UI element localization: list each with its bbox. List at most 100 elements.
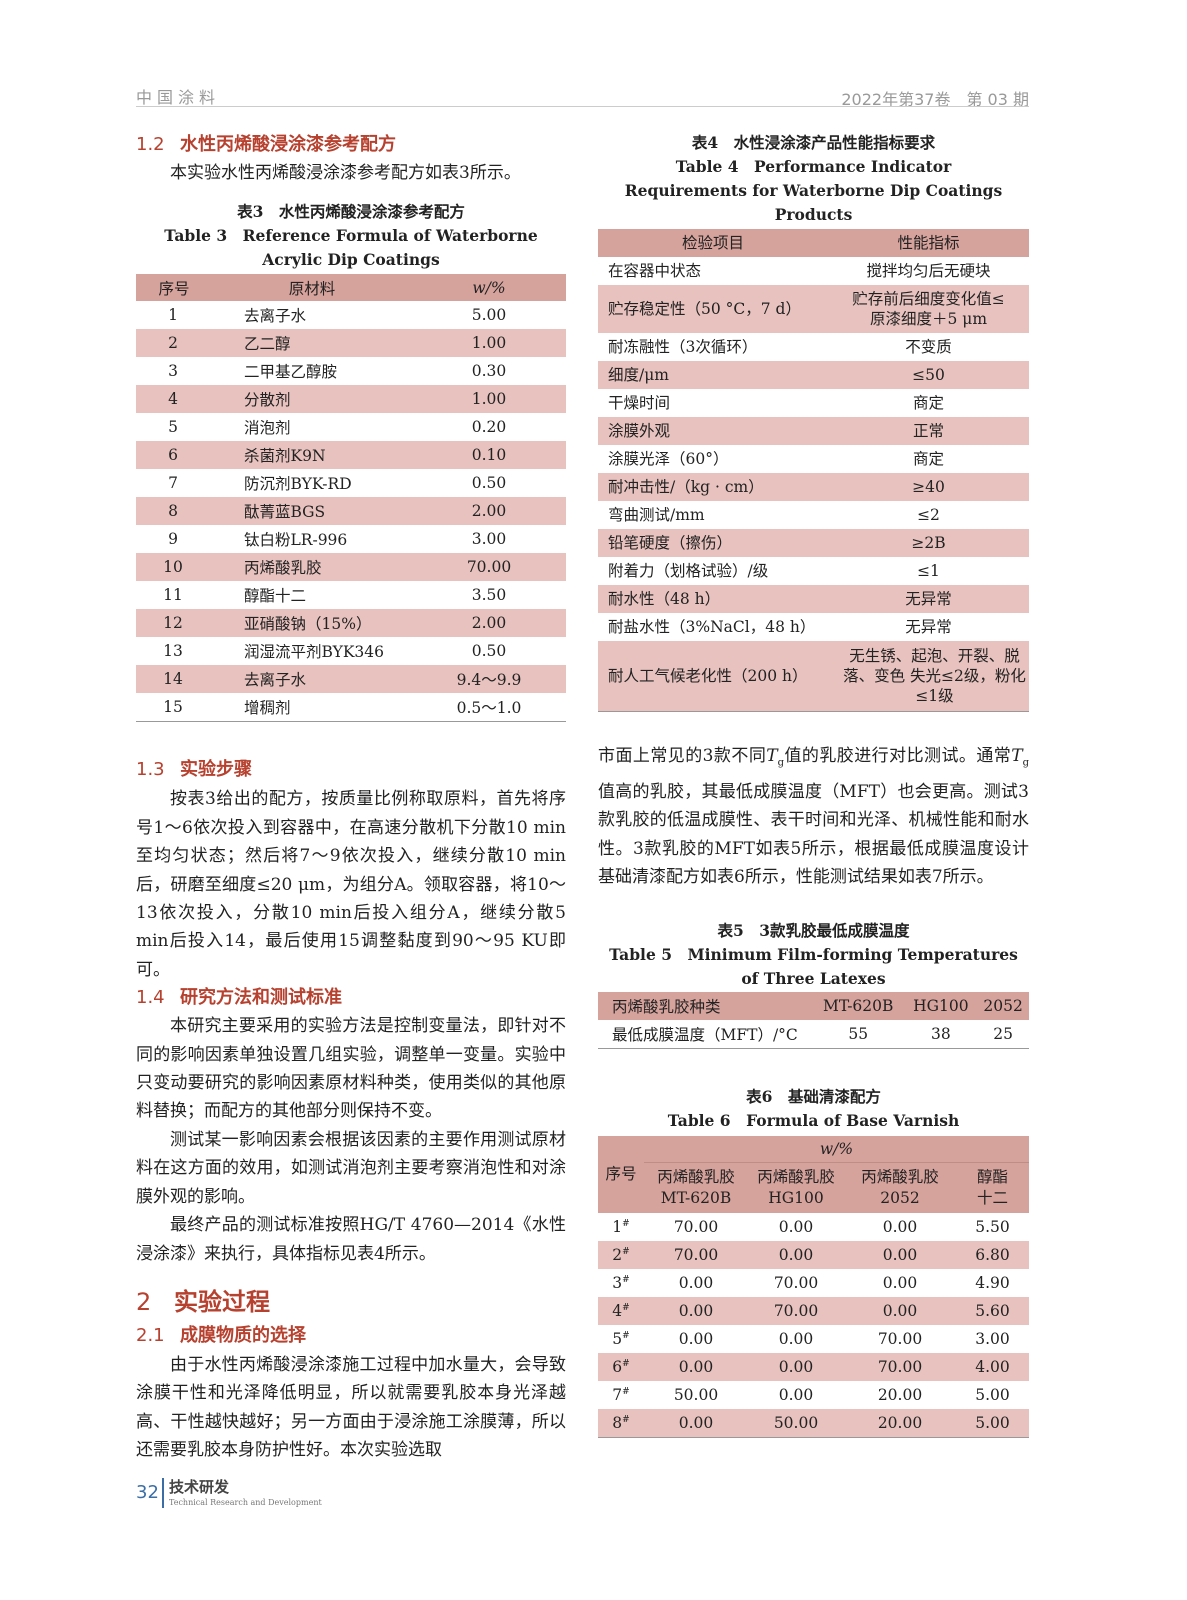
section-1-2-heading: 1.2 水性丙烯酸浸涂漆参考配方: [136, 133, 566, 157]
table-row: 1 去离子水 5.00: [136, 301, 566, 329]
row-label: 3#: [598, 1269, 644, 1297]
cell: 0.50: [471, 474, 507, 493]
table-row: 3 二甲基乙醇胺 0.30: [136, 357, 566, 385]
col-header: MT-620B: [822, 997, 894, 1016]
cell: 14: [163, 670, 183, 689]
row-label: 1#: [598, 1213, 644, 1241]
cell: 0.00: [678, 1330, 714, 1349]
journal-name: 中国涂料: [136, 88, 221, 107]
col-header: 2052: [983, 997, 1023, 1016]
section-number: 2: [136, 1287, 152, 1316]
section-1-4-body: 本研究主要采用的实验方法是控制变量法，即针对不同的影响因素单独设置几组实验，调整…: [136, 1012, 566, 1268]
caption-cn: 表3 水性丙烯酸浸涂漆参考配方: [237, 202, 465, 222]
cell: 在容器中状态: [608, 262, 702, 280]
cell: 润湿流平剂BYK346: [244, 643, 385, 662]
text: 市面上常见的3款不同: [598, 746, 767, 766]
table-row: 铅笔硬度（擦伤） ≥2B: [598, 529, 1029, 557]
cell: 无异常: [905, 618, 952, 636]
table-row: 在容器中状态 搅拌均匀后无硬块: [598, 257, 1029, 285]
cell: ≥2B: [911, 534, 946, 552]
table5: 丙烯酸乳胶种类 MT-620B HG100 2052 最低成膜温度（MFT）/°…: [598, 992, 1029, 1050]
cell: 25: [993, 1025, 1013, 1044]
col-header: 丙烯酸乳胶HG100: [757, 1168, 835, 1208]
section-2-heading: 2 实验过程: [136, 1286, 566, 1318]
cell: 消泡剂: [244, 419, 291, 438]
header-divider: [136, 106, 1029, 107]
table-row: 11 醇酯十二 3.50: [136, 581, 566, 609]
col-header: 序号: [605, 1165, 637, 1184]
cell: 5.00: [471, 306, 507, 325]
col-header: 醇酯十二: [976, 1168, 1008, 1208]
cell: 无生锈、起泡、开裂、脱落、变色 失光≤2级，粉化≤1级: [843, 647, 1026, 705]
cell: 钛白粉LR-996: [244, 531, 348, 550]
caption-en: Table 4 Performance Indicator Requiremen…: [624, 157, 1003, 224]
section-2-1-heading: 2.1 成膜物质的选择: [136, 1324, 566, 1348]
cell: 增稠剂: [244, 699, 291, 718]
caption-cn: 表5 3款乳胶最低成膜温度: [717, 921, 910, 941]
table-row: 耐冻融性（3次循环） 不变质: [598, 333, 1029, 361]
row-label: 2#: [598, 1241, 644, 1269]
section-title: 水性丙烯酸浸涂漆参考配方: [180, 134, 396, 155]
subscript: g: [1022, 757, 1029, 769]
cell: 7: [168, 474, 178, 493]
cell: 0.00: [678, 1274, 714, 1293]
table-row: 7 防沉剂BYK-RD 0.50: [136, 469, 566, 497]
symbol: T: [1011, 746, 1023, 766]
row-label: 7#: [598, 1381, 644, 1409]
cell: 分散剂: [244, 391, 291, 410]
cell: 二甲基乙醇胺: [244, 363, 338, 382]
table-row: 13 润湿流平剂BYK346 0.50: [136, 637, 566, 665]
table6-caption: 表6 基础清漆配方 Table 6 Formula of Base Varnis…: [598, 1085, 1029, 1133]
cell: 0.00: [882, 1246, 918, 1265]
cell: 细度/μm: [608, 366, 669, 384]
cell: 不变质: [905, 338, 952, 356]
cell: 醇酯十二: [244, 587, 307, 606]
cell: 3.00: [975, 1330, 1010, 1349]
cell: 10: [163, 558, 183, 577]
col-header: 序号: [158, 279, 190, 298]
cell: 弯曲测试/mm: [608, 506, 705, 524]
row-label: 4#: [598, 1297, 644, 1325]
mark: #: [622, 1275, 630, 1286]
mark: #: [622, 1219, 630, 1230]
cell: 0.00: [882, 1274, 918, 1293]
col-header: HG100: [913, 997, 969, 1016]
table-row: 细度/μm ≤50: [598, 361, 1029, 389]
paragraph: 最终产品的测试标准按照HG/T 4760—2014《水性浸涂漆》来执行，具体指标…: [136, 1215, 566, 1264]
cell: 13: [163, 642, 183, 661]
cell: 38: [930, 1025, 951, 1044]
section-number: 1.4: [136, 987, 165, 1009]
cell: 耐冲击性/（kg · cm）: [608, 478, 764, 496]
cell: 无异常: [905, 590, 952, 608]
cell: 5: [168, 418, 178, 437]
page-number: 32: [136, 1482, 159, 1503]
cell: 4.90: [975, 1274, 1010, 1293]
section-1-4-heading: 1.4 研究方法和测试标准: [136, 986, 566, 1010]
cell: 耐水性（48 h）: [608, 590, 721, 608]
footer-section: 技术研发: [169, 1478, 230, 1496]
cell: 乙二醇: [244, 335, 291, 354]
table-row: 6# 0.00 0.00 70.00 4.00: [598, 1353, 1029, 1382]
cell: 0.00: [778, 1358, 814, 1377]
cell: 0.5～1.0: [456, 699, 522, 718]
cell: 0.00: [678, 1358, 714, 1377]
table-row: 弯曲测试/mm ≤2: [598, 501, 1029, 529]
table-row: 3# 0.00 70.00 0.00 4.90: [598, 1269, 1029, 1297]
row-number: 7: [612, 1386, 623, 1405]
row-label: 8#: [598, 1409, 644, 1438]
col-group-header: w/%: [644, 1136, 1029, 1164]
cell: 0.30: [471, 362, 507, 381]
table-row: 附着力（划格试验）/级 ≤1: [598, 557, 1029, 585]
mark: #: [622, 1387, 630, 1398]
paragraph: 本实验水性丙烯酸浸涂漆参考配方如表3所示。: [170, 163, 521, 183]
cell: 去离子水: [244, 671, 307, 690]
cell: 丙烯酸乳胶: [244, 559, 322, 578]
caption-cn: 表6 基础清漆配方: [746, 1087, 881, 1107]
table-row: 耐冲击性/（kg · cm） ≥40: [598, 473, 1029, 501]
col-header: 丙烯酸乳胶种类: [612, 998, 721, 1017]
row-number: 3: [612, 1274, 623, 1293]
table-row: 干燥时间 商定: [598, 389, 1029, 417]
left-column: 1.2 水性丙烯酸浸涂漆参考配方 本实验水性丙烯酸浸涂漆参考配方如表3所示。 表3…: [136, 133, 566, 1465]
table-row: 4# 0.00 70.00 0.00 5.60: [598, 1297, 1029, 1326]
cell: 0.00: [778, 1330, 814, 1349]
